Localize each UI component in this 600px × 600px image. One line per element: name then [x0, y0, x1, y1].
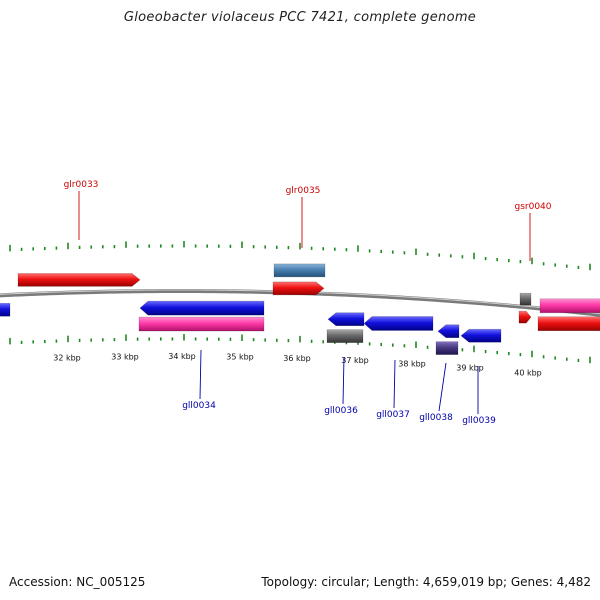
feature-block-steel[interactable] — [273, 263, 326, 278]
ruler-tick-label: 39 kbp — [456, 363, 484, 372]
gene-arrow-forward-right[interactable] — [537, 316, 600, 331]
ruler-tick-label: 40 kbp — [514, 368, 542, 377]
ruler-tick-label: 33 kbp — [111, 352, 139, 361]
genome-title: Gloeobacter violaceus PCC 7421, complete… — [123, 10, 477, 25]
gene-arrow-gll0038[interactable] — [437, 324, 460, 339]
feature-block-grey-center[interactable] — [326, 329, 364, 343]
ruler-tick-label: 36 kbp — [283, 354, 311, 363]
gene-arrow-gll0036[interactable] — [327, 312, 365, 327]
feature-block-pink-left[interactable] — [138, 316, 265, 332]
gene-arrow-reverse-left[interactable] — [0, 302, 11, 317]
gene-leader-line — [342, 356, 345, 405]
genome-summary-text: Topology: circular; Length: 4,659,019 bp… — [261, 575, 591, 589]
ruler-tick-label: 38 kbp — [398, 359, 426, 368]
ruler-tick-label: 35 kbp — [226, 353, 254, 362]
gene-leader-line — [199, 349, 202, 400]
gene-arrow-gll0034[interactable] — [139, 300, 265, 316]
gene-label-gll0037[interactable]: gll0037 — [376, 410, 410, 420]
feature-block-pink-right[interactable] — [539, 298, 600, 314]
gene-arrow-gsr0040[interactable] — [518, 310, 532, 324]
gene-label-gll0034[interactable]: gll0034 — [182, 401, 216, 411]
gene-leader-line — [438, 362, 447, 412]
upper-ruler — [9, 241, 591, 271]
gene-label-gll0039[interactable]: gll0039 — [462, 416, 496, 426]
accession-text: Accession: NC_005125 — [9, 575, 146, 589]
gene-arrow-gll0037[interactable] — [363, 316, 434, 331]
gene-arrow-glr0035[interactable] — [272, 281, 325, 296]
gene-label-gll0038[interactable]: gll0038 — [419, 413, 453, 423]
ruler-tick-label: 32 kbp — [53, 354, 81, 363]
gene-arrow-gll0039[interactable] — [460, 328, 502, 343]
gene-label-gsr0040[interactable]: gsr0040 — [514, 202, 551, 212]
feature-block-violet[interactable] — [435, 341, 459, 355]
ruler-tick-label: 34 kbp — [168, 352, 196, 361]
gene-label-glr0035[interactable]: glr0035 — [286, 186, 321, 196]
gene-leader-line — [393, 359, 396, 409]
gene-label-gll0036[interactable]: gll0036 — [324, 406, 358, 416]
lower-ruler — [9, 334, 591, 364]
gene-label-glr0033[interactable]: glr0033 — [64, 180, 99, 190]
feature-block-grey-right[interactable] — [519, 292, 532, 306]
gene-arrow-glr0033[interactable] — [17, 273, 141, 287]
ruler-tick-label: 37 kbp — [341, 356, 369, 365]
